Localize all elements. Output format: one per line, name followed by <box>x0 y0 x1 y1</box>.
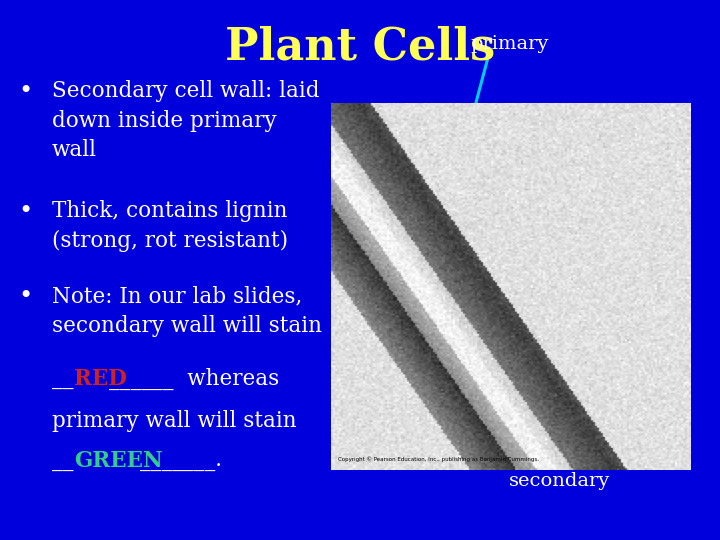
Text: _______.: _______. <box>140 450 222 472</box>
Text: •: • <box>18 200 32 223</box>
Text: __: __ <box>52 368 73 390</box>
Text: Note: In our lab slides,
secondary wall will stain: Note: In our lab slides, secondary wall … <box>52 285 322 336</box>
Text: Secondary cell wall: laid
down inside primary
wall: Secondary cell wall: laid down inside pr… <box>52 80 320 161</box>
Text: RED: RED <box>74 368 127 390</box>
Text: Plant Cells: Plant Cells <box>225 25 495 68</box>
Text: secondary: secondary <box>509 472 611 490</box>
Text: Copyright © Pearson Education, Inc., publishing as Benjamin Cummings.: Copyright © Pearson Education, Inc., pub… <box>338 457 539 462</box>
Text: GREEN: GREEN <box>74 450 163 472</box>
Text: __: __ <box>52 450 73 472</box>
Text: •: • <box>18 285 32 308</box>
Text: •: • <box>18 80 32 103</box>
Text: ______  whereas: ______ whereas <box>109 368 279 390</box>
Text: Thick, contains lignin
(strong, rot resistant): Thick, contains lignin (strong, rot resi… <box>52 200 288 252</box>
Text: primary: primary <box>471 35 549 53</box>
Text: primary wall will stain: primary wall will stain <box>52 410 297 432</box>
